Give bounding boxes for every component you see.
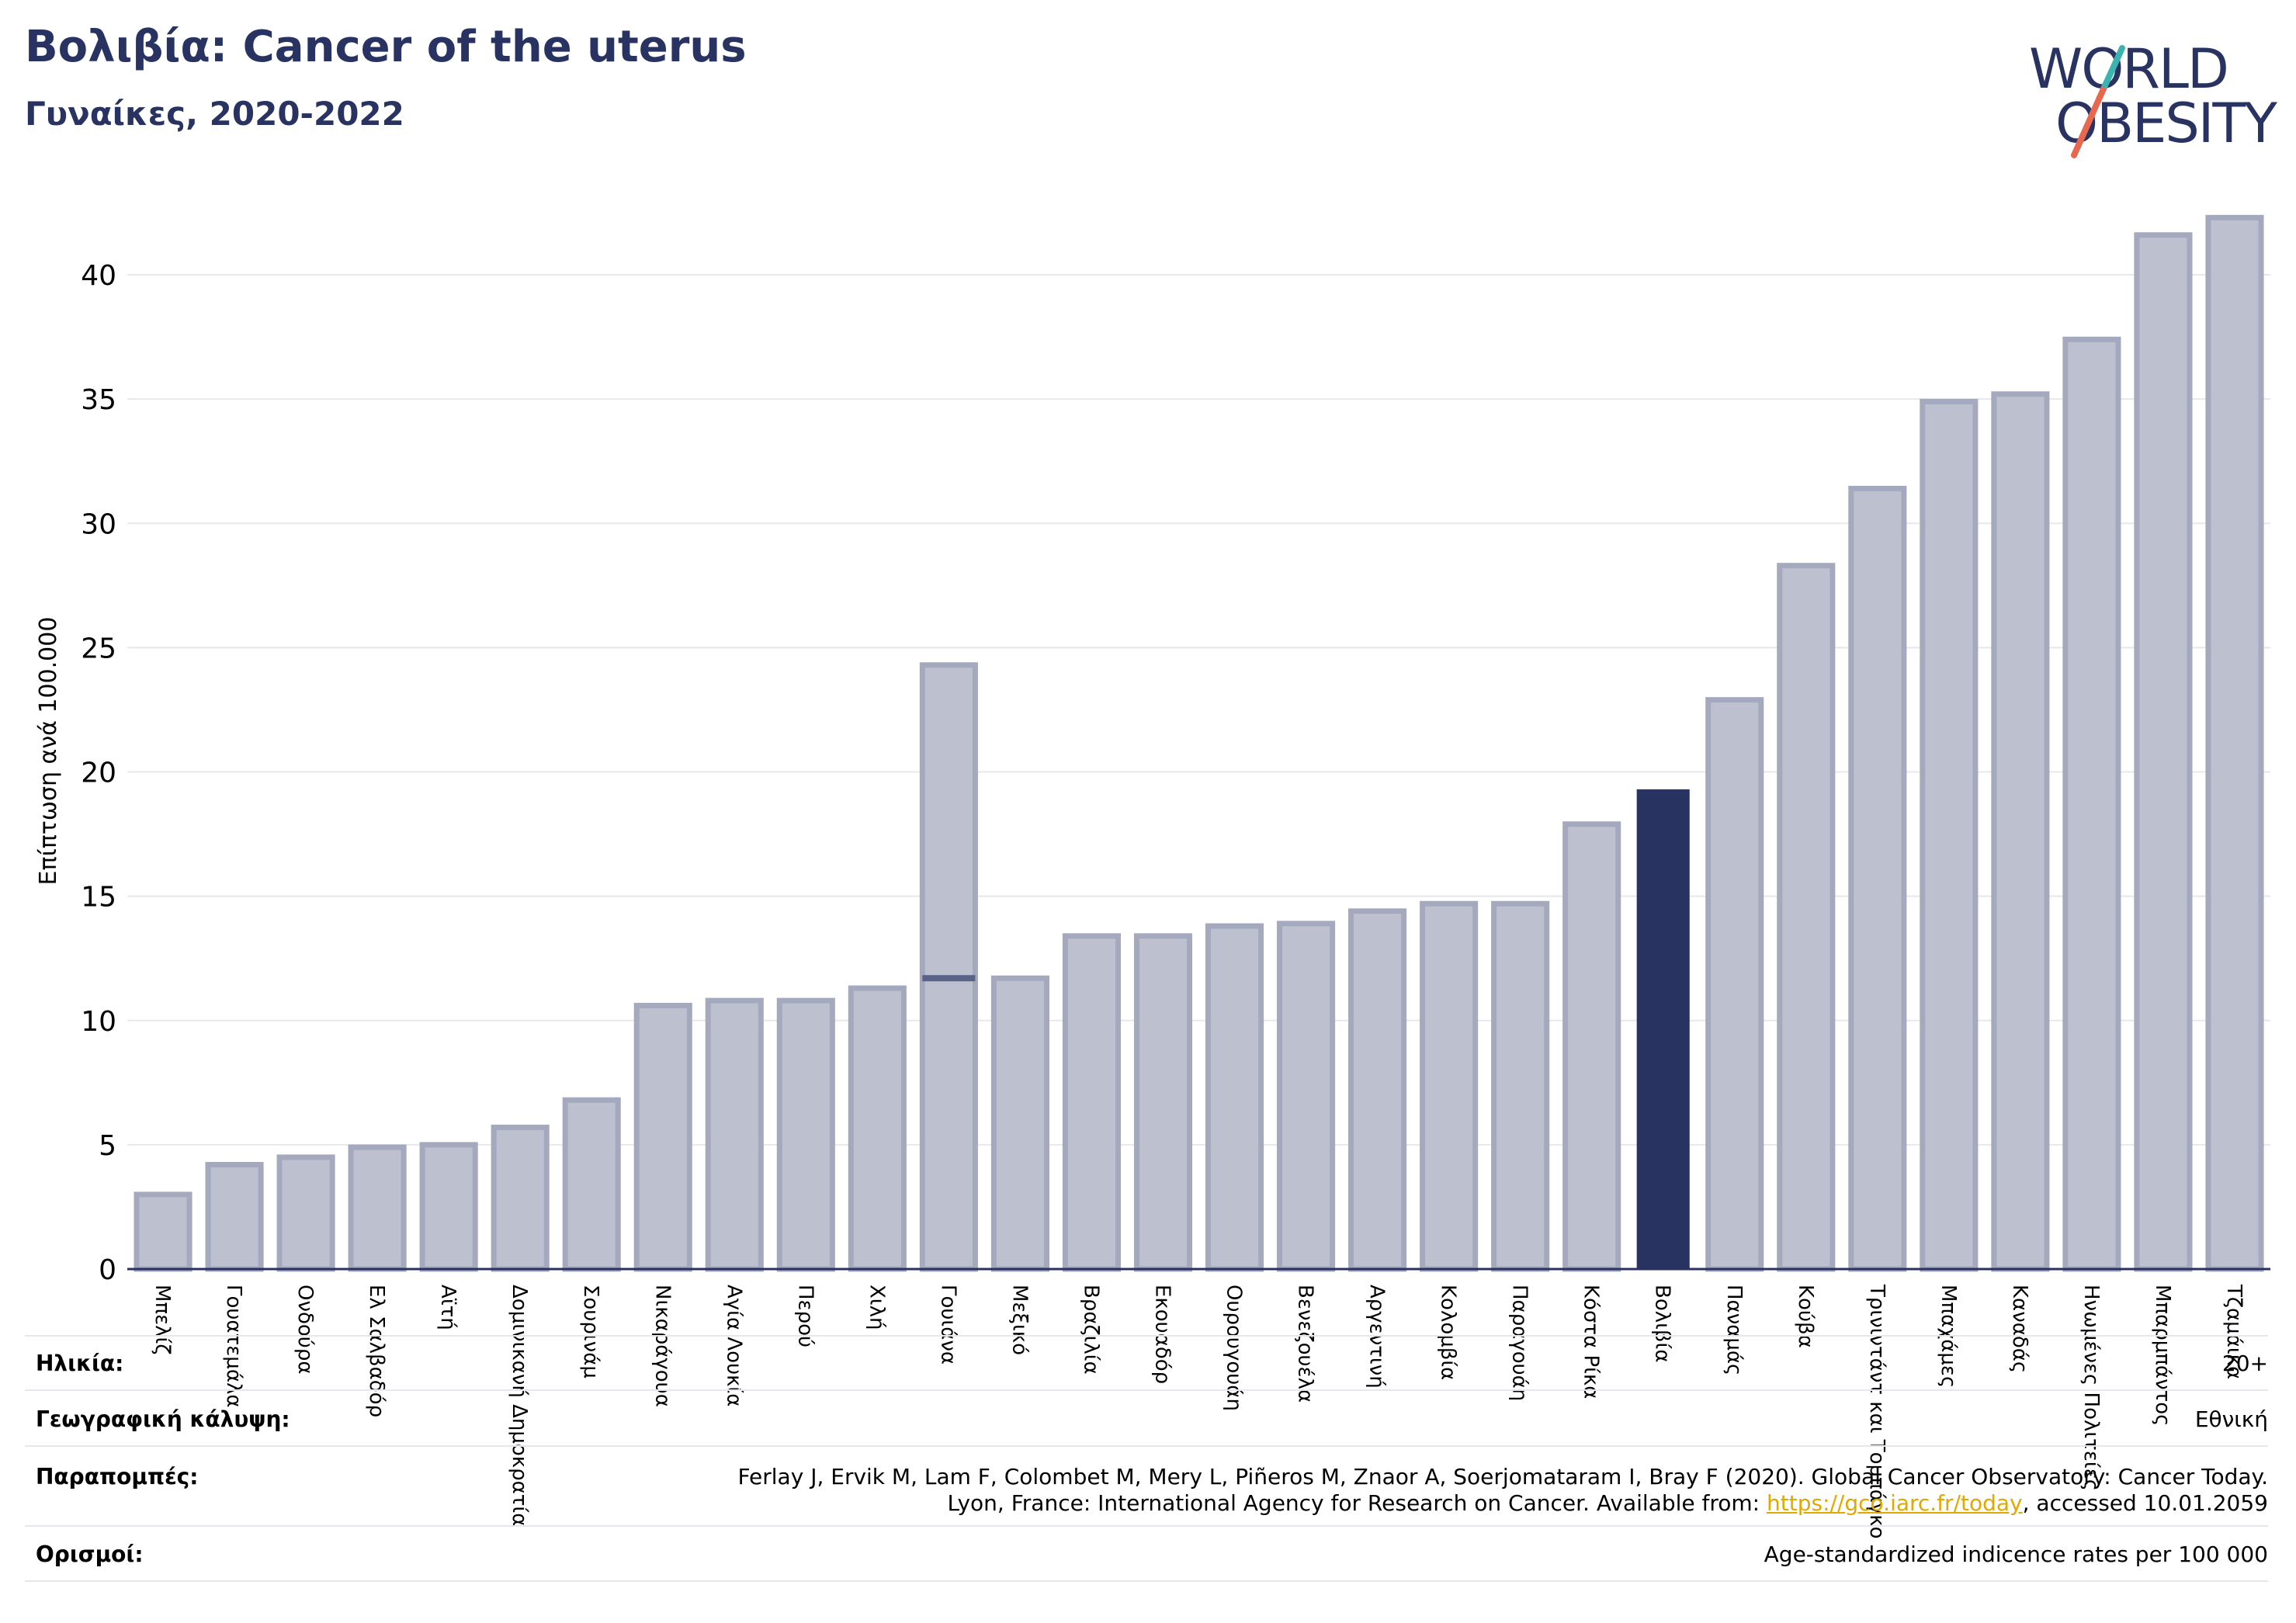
x-tick-label: Αϊτή (436, 1285, 460, 1330)
x-tick-label: Εκουαδόρ (1150, 1285, 1174, 1384)
y-tick-label: 15 (81, 882, 116, 914)
x-tick-label: Τρινιντάντ και Τομπάγκο (1865, 1284, 1888, 1539)
gco-link[interactable]: https://gco.iarc.fr/today (1767, 1490, 2023, 1516)
y-tick-label: 35 (81, 384, 116, 416)
bar (205, 1161, 264, 1272)
x-tick-label: Δομινικανή Δημοκρατία (508, 1285, 531, 1526)
bar (1348, 908, 1407, 1272)
x-tick-label: Βραζιλία (1079, 1285, 1102, 1375)
footer-divider (25, 1580, 2268, 1582)
x-tick-label: Παναμάς (1722, 1285, 1746, 1375)
x-tick-label: Ουρουγουάη (1223, 1285, 1246, 1411)
bar (1062, 933, 1122, 1272)
y-tick-label: 0 (99, 1254, 116, 1286)
world-obesity-logo: WORLD OBESITY (2018, 23, 2282, 163)
bar (1133, 933, 1193, 1272)
bar (2134, 232, 2193, 1272)
x-tick-label: Τζαμάικα (2222, 1284, 2246, 1379)
bar (848, 985, 907, 1272)
x-tick-label: Αγία Λουκία (722, 1285, 745, 1406)
y-tick-label: 10 (81, 1006, 116, 1038)
references-line-2-end: , accessed 10.01.2059 (2022, 1490, 2268, 1516)
y-tick-label: 30 (81, 508, 116, 540)
x-tick-label: Ηνωμένες Πολιτείες (2079, 1285, 2103, 1491)
logo-line-world: WORLD (2029, 37, 2229, 101)
references-line-2-start: Lyon, France: International Agency for R… (947, 1490, 1767, 1516)
coverage-label: Γεωγραφική κάλυψη: (36, 1406, 290, 1432)
bar (1705, 697, 1764, 1272)
bar (990, 975, 1049, 1272)
x-tick-label: Κόστα Ρίκα (1580, 1285, 1603, 1399)
x-tick-label: Παραγουάη (1508, 1285, 1531, 1401)
x-tick-label: Χιλή (865, 1285, 888, 1330)
bar (1562, 821, 1621, 1272)
bar (1991, 391, 2050, 1272)
bar (419, 1142, 478, 1272)
x-tick-label: Γουιάνα (936, 1285, 959, 1365)
x-tick-label: Γουατεμάλα (222, 1285, 245, 1408)
age-value: 20+ (2221, 1351, 2268, 1376)
x-tick-label: Νικαράγουα (650, 1285, 674, 1407)
bar (276, 1154, 335, 1272)
x-tick-label: Μεξικό (1008, 1285, 1031, 1355)
coverage-value: Εθνική (2194, 1406, 2268, 1432)
footer-divider (25, 1389, 2268, 1391)
x-tick-label: Ελ Σαλβαδόρ (365, 1285, 388, 1417)
definitions-value: Age-standardized indicence rates per 100… (1764, 1542, 2268, 1567)
x-tick-label: Μπελίζ (151, 1285, 174, 1354)
y-tick-label: 20 (81, 758, 116, 789)
bar (776, 997, 835, 1272)
x-tick-label: Μπαρμπάντος (2151, 1285, 2174, 1426)
bar (1491, 900, 1550, 1272)
bar (491, 1124, 550, 1272)
bar (2062, 336, 2121, 1272)
references-line-1: Ferlay J, Ervik M, Lam F, Colombet M, Me… (737, 1464, 2268, 1489)
bar (1848, 485, 1907, 1272)
references-line-2: Lyon, France: International Agency for R… (737, 1490, 2268, 1517)
x-tick-label: Βολιβία (1651, 1285, 1674, 1362)
age-label: Ηλικία: (36, 1351, 124, 1376)
definitions-label: Ορισμοί: (36, 1542, 144, 1567)
bar (1276, 921, 1336, 1272)
x-tick-label: Ονδούρα (293, 1285, 317, 1375)
x-tick-label: Κολομβία (1437, 1285, 1460, 1380)
references-label: Παραπομπές: (36, 1464, 199, 1489)
chart-title: Βολιβία: Cancer of the uterus (25, 22, 747, 72)
y-tick-label: 40 (81, 260, 116, 292)
x-tick-label: Περού (793, 1285, 817, 1347)
bar (1420, 900, 1479, 1272)
logo-line-obesity: OBESITY (2055, 92, 2277, 155)
chart-subtitle: Γυναίκες, 2020-2022 (25, 95, 404, 133)
x-tick-label: Καναδάς (2008, 1285, 2031, 1373)
bar (134, 1191, 192, 1272)
bar (2205, 214, 2264, 1272)
x-tick-label: Σουρινάμ (579, 1285, 602, 1379)
bar (705, 997, 764, 1272)
y-tick-label: 25 (81, 633, 116, 664)
bar (1920, 398, 1979, 1272)
bar (562, 1097, 621, 1272)
bar (1777, 563, 1836, 1272)
bar (919, 662, 978, 1272)
bar (1205, 923, 1264, 1272)
bar (1636, 789, 1690, 1269)
references-text: Ferlay J, Ervik M, Lam F, Colombet M, Me… (737, 1464, 2268, 1517)
footer-divider (25, 1335, 2268, 1337)
y-tick-label: 5 (99, 1130, 116, 1162)
bar (633, 1003, 692, 1272)
x-tick-label: Κούβα (1794, 1285, 1817, 1348)
logo-slash-icon (2071, 45, 2125, 158)
y-axis-label: Επίπτωση ανά 100.000 (35, 617, 62, 886)
footer-divider (25, 1445, 2268, 1447)
bar (348, 1144, 407, 1272)
footer-divider (25, 1525, 2268, 1527)
x-tick-label: Βενεζουέλα (1294, 1285, 1317, 1403)
